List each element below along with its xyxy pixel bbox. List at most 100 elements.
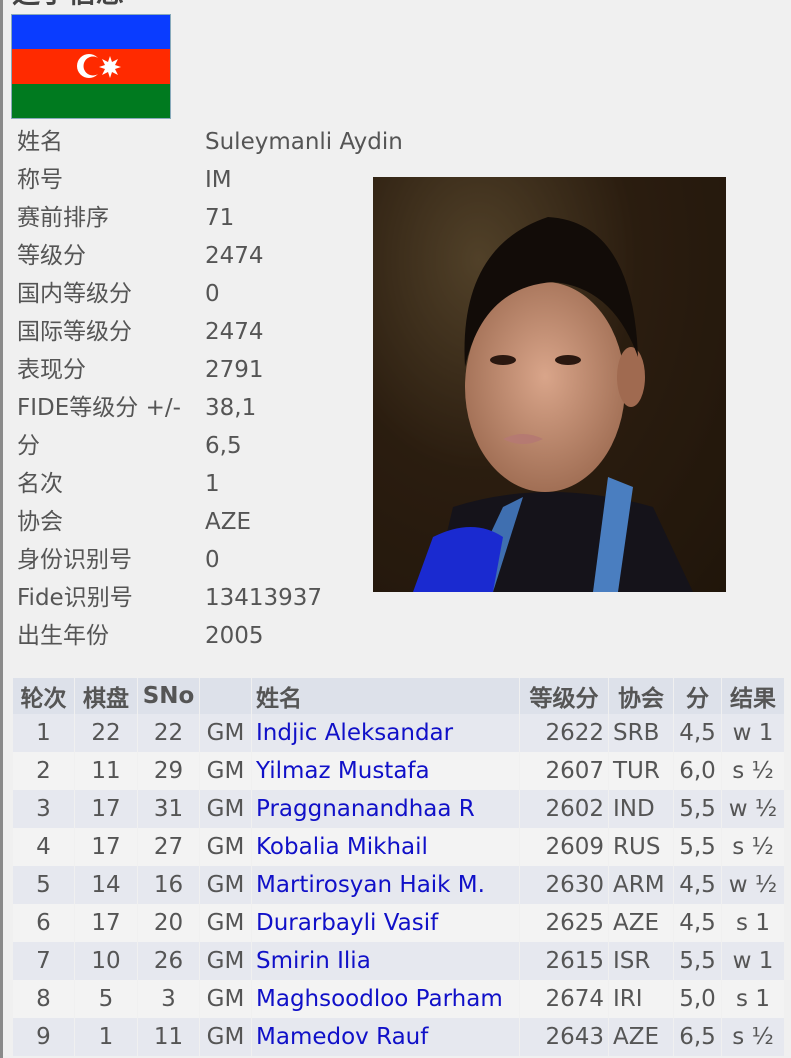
info-value: 0 [205,547,220,573]
col-title: GM [200,904,251,942]
col-points: 4,5 [674,714,721,752]
col-title: GM [200,714,251,752]
opponent-link[interactable]: Indjic Aleksandar [256,720,454,746]
opponent-link[interactable]: Maghsoodloo Parham [256,986,503,1012]
info-label: 称号 [17,167,63,193]
opponent-link[interactable]: Yilmaz Mustafa [256,758,430,784]
header-col-sno[interactable]: SNo [138,678,199,714]
col-round: 8 [13,980,74,1018]
col-round: 4 [13,828,74,866]
col-round: 1 [13,714,74,752]
table-header-row: 轮次 棋盘 SNo 姓名 等级分 协会分结果 [13,678,784,714]
col-rating: 2602 [520,790,608,828]
col-name: Durarbayli Vasif [252,904,519,942]
table-row: 4 17 27 GM Kobalia Mikhail 2609 RUS 5,5 s ½ [13,828,784,866]
opponent-link[interactable]: Durarbayli Vasif [256,910,439,936]
col-board: 14 [75,866,137,904]
opponent-link[interactable]: Smirin Ilia [256,948,371,974]
col-rating: 2622 [520,714,608,752]
info-value: 0 [205,281,220,307]
col-points: 4,5 [674,904,721,942]
col-round: 6 [13,904,74,942]
header-col-rating[interactable]: 等级分 [520,678,608,714]
header-col-name[interactable]: 姓名 [252,678,519,714]
col-round: 2 [13,752,74,790]
col-rating: 2643 [520,1018,608,1056]
col-name: Kobalia Mikhail [252,828,519,866]
header-col-result[interactable]: 结果 [722,678,784,714]
info-value: 13413937 [205,585,323,611]
col-federation: RUS [609,828,673,866]
col-federation: TUR [609,752,673,790]
col-sno: 31 [138,790,199,828]
col-rating: 2630 [520,866,608,904]
col-round: 9 [13,1018,74,1056]
col-name: Martirosyan Haik M. [252,866,519,904]
col-board: 11 [75,752,137,790]
col-title: GM [200,866,251,904]
table-row: 6 17 20 GM Durarbayli Vasif 2625 AZE 4,5 s 1 [13,904,784,942]
info-value: 1 [205,471,220,497]
info-value: IM [205,167,232,193]
col-result: w ½ [722,790,784,828]
col-title: GM [200,1018,251,1056]
col-name: Smirin Ilia [252,942,519,980]
header-col-federation[interactable]: 协会 [609,678,673,714]
col-rating: 2607 [520,752,608,790]
opponent-link[interactable]: Praggnanandhaa R [256,796,475,822]
col-federation: ISR [609,942,673,980]
col-federation: AZE [609,1018,673,1056]
header-col-title[interactable] [200,678,251,714]
info-label: 赛前排序 [17,205,109,231]
col-points: 4,5 [674,866,721,904]
col-rating: 2615 [520,942,608,980]
col-rating: 2609 [520,828,608,866]
col-title: GM [200,828,251,866]
info-label: 表现分 [17,357,86,383]
page-border [0,0,3,1058]
info-label: 国内等级分 [17,281,132,307]
flag-azerbaijan [11,14,171,119]
col-result: w ½ [722,866,784,904]
col-board: 17 [75,828,137,866]
col-board: 10 [75,942,137,980]
col-points: 5,5 [674,790,721,828]
info-label: 身份识别号 [17,547,132,573]
header-col-round[interactable]: 轮次 [13,678,74,714]
rounds-table: 轮次 棋盘 SNo 姓名 等级分 协会分结果 1 22 22 GM Indjic Aleksand… [12,678,785,1056]
header-col-points[interactable]: 分 [674,678,721,714]
opponent-link[interactable]: Kobalia Mikhail [256,834,428,860]
table-row: 3 17 31 GM Praggnanandhaa R 2602 IND 5,5 w ½ [13,790,784,828]
col-sno: 29 [138,752,199,790]
info-value: AZE [205,509,252,535]
col-round: 5 [13,866,74,904]
col-result: s 1 [722,904,784,942]
col-result: s ½ [722,1018,784,1056]
col-name: Mamedov Rauf [252,1018,519,1056]
col-title: GM [200,942,251,980]
col-title: GM [200,790,251,828]
col-federation: AZE [609,904,673,942]
info-value: 2005 [205,623,264,649]
header-col-board[interactable]: 棋盘 [75,678,137,714]
col-board: 22 [75,714,137,752]
section-heading: 选手信息 [12,0,124,8]
col-points: 5,5 [674,828,721,866]
table-row: 2 11 29 GM Yilmaz Mustafa 2607 TUR 6,0 s ½ [13,752,784,790]
opponent-link[interactable]: Mamedov Rauf [256,1024,429,1050]
col-name: Maghsoodloo Parham [252,980,519,1018]
col-sno: 26 [138,942,199,980]
info-value: 2474 [205,243,264,269]
col-name: Yilmaz Mustafa [252,752,519,790]
col-sno: 27 [138,828,199,866]
info-label: 出生年份 [17,623,109,649]
opponent-link[interactable]: Martirosyan Haik M. [256,872,485,898]
col-points: 6,0 [674,752,721,790]
table-row: 9 1 11 GM Mamedov Rauf 2643 AZE 6,5 s ½ [13,1018,784,1056]
col-result: w 1 [722,714,784,752]
col-board: 5 [75,980,137,1018]
col-title: GM [200,752,251,790]
col-federation: IND [609,790,673,828]
col-federation: SRB [609,714,673,752]
col-board: 17 [75,904,137,942]
